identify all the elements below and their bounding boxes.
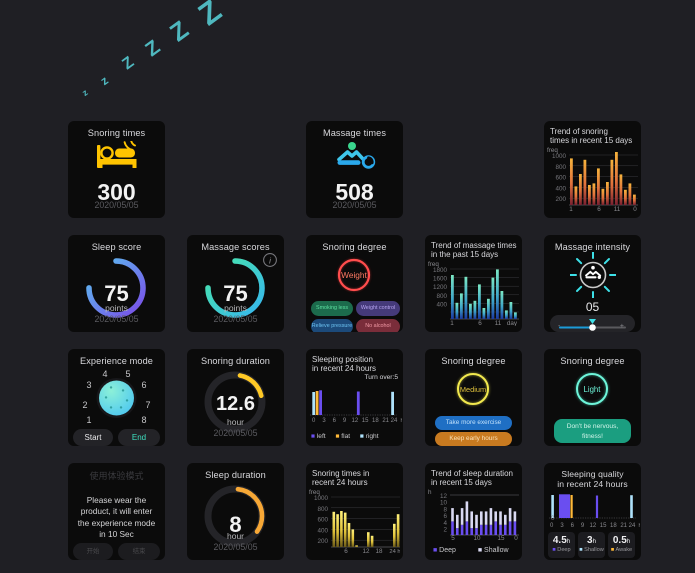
svg-text:3: 3 [86,380,91,390]
svg-text:h: h [638,523,640,529]
svg-text:3: 3 [560,523,564,529]
svg-text:1600: 1600 [433,276,448,283]
svg-text:●: ● [125,398,128,404]
svg-text:18: 18 [375,548,383,554]
svg-text:6: 6 [597,206,601,212]
svg-text:6: 6 [141,380,146,390]
svg-text:3: 3 [322,418,326,424]
svg-text:6: 6 [571,523,575,529]
svg-text:800: 800 [555,164,566,171]
svg-text:●: ● [121,388,124,394]
svg-text:9: 9 [343,418,347,424]
svg-text:24: 24 [391,418,398,424]
svg-text:15: 15 [600,523,607,529]
svg-text:15: 15 [497,535,505,541]
svg-text:0: 0 [312,418,316,424]
svg-text:21: 21 [382,418,389,424]
svg-text:0: 0 [514,535,518,541]
svg-text:+: + [620,323,624,330]
svg-text:Medium: Medium [460,385,486,394]
svg-text:24 h: 24 h [389,549,400,554]
svg-text:600: 600 [317,517,328,524]
svg-text:1000: 1000 [314,495,329,502]
svg-text:Weight: Weight [341,270,367,280]
svg-text:1800: 1800 [433,267,448,274]
svg-text:7: 7 [145,400,150,410]
svg-text:12: 12 [590,523,597,529]
svg-text:10: 10 [473,535,481,541]
svg-text:800: 800 [436,293,447,300]
svg-text:200: 200 [555,196,566,203]
svg-text:6: 6 [344,548,348,554]
svg-text:●: ● [104,395,107,401]
svg-text:h: h [428,489,432,496]
svg-text:11: 11 [614,206,621,212]
svg-text:●: ● [109,405,112,411]
svg-text:day: day [507,320,518,326]
svg-text:●: ● [109,385,112,391]
svg-text:i: i [269,257,271,266]
svg-text:1: 1 [86,415,91,425]
svg-text:2: 2 [443,527,447,534]
svg-text:400: 400 [317,527,328,534]
svg-text:400: 400 [436,301,447,308]
svg-text:h: h [400,418,402,424]
svg-text:0: 0 [633,206,637,212]
svg-text:11: 11 [495,320,502,326]
svg-text:12: 12 [362,548,370,554]
svg-text:21: 21 [620,523,627,529]
svg-text:1200: 1200 [433,284,448,291]
svg-text:6: 6 [478,320,482,326]
svg-text:1: 1 [569,206,573,212]
svg-text:600: 600 [555,175,566,182]
svg-text:6: 6 [333,418,337,424]
svg-text:200: 200 [317,538,328,545]
svg-text:9: 9 [581,523,585,529]
svg-text:800: 800 [317,506,328,513]
svg-text:1: 1 [450,320,454,326]
svg-text:24: 24 [629,523,636,529]
svg-text:5: 5 [125,369,130,379]
svg-text:1000: 1000 [552,153,567,160]
svg-text:Light: Light [584,385,602,394]
svg-text:8: 8 [141,415,146,425]
svg-text:15: 15 [362,418,369,424]
svg-text:5: 5 [451,535,455,541]
svg-text:4: 4 [102,369,107,379]
svg-text:400: 400 [555,185,566,192]
svg-text:12: 12 [352,418,359,424]
svg-text:●: ● [119,405,122,411]
svg-text:2: 2 [82,400,87,410]
svg-text:18: 18 [372,418,379,424]
svg-text:18: 18 [610,523,617,529]
svg-text:0: 0 [550,523,554,529]
